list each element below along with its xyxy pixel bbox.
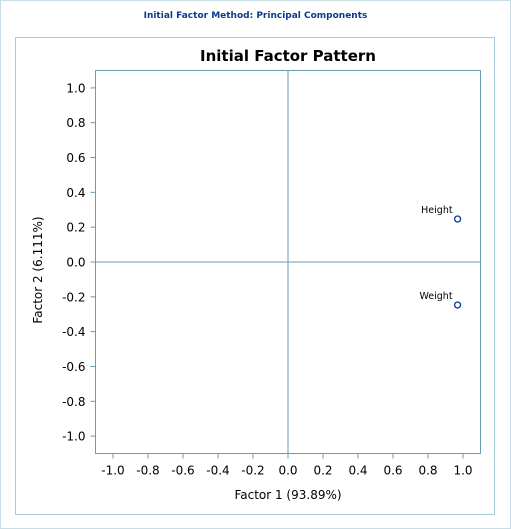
procedure-title: Initial Factor Method: Principal Compone… [143, 11, 368, 21]
y-axis-label: Factor 2 (6.111%) [31, 216, 45, 323]
data-point-label: Weight [419, 291, 452, 302]
y-tick-label: -0.4 [62, 325, 85, 339]
x-axis-label: Factor 1 (93.89%) [234, 488, 341, 502]
x-tick-label: 0.6 [383, 464, 402, 478]
x-tick-label: 0.8 [418, 464, 437, 478]
y-tick-label: 0.4 [66, 186, 85, 200]
y-tick-label: 0.0 [66, 256, 85, 270]
y-tick-label: -0.6 [62, 360, 85, 374]
x-tick-label: 0.2 [313, 464, 332, 478]
data-point-marker [453, 215, 462, 223]
x-tick-label: -0.6 [171, 464, 194, 478]
x-tick-label: -0.2 [241, 464, 264, 478]
x-tick-label: -0.4 [206, 464, 229, 478]
y-tick-label: -1.0 [62, 430, 85, 444]
data-point-label: Height [421, 205, 453, 216]
y-tick-label: 0.2 [66, 221, 85, 235]
y-tick-label: -0.8 [62, 395, 85, 409]
x-tick-label: 0.4 [348, 464, 367, 478]
chart-title: Initial Factor Pattern [200, 47, 376, 65]
y-tick-label: 1.0 [66, 81, 85, 95]
x-tick-label: 1.0 [453, 464, 472, 478]
y-tick-label: 0.6 [66, 151, 85, 165]
x-tick-label: -0.8 [136, 464, 159, 478]
y-tick-label: 0.8 [66, 116, 85, 130]
data-point-marker [453, 301, 462, 309]
data-points: Height Weight [419, 205, 462, 309]
y-tick-label: -0.2 [62, 290, 85, 304]
x-axis: -1.0 -0.8 -0.6 -0.4 -0.2 0.0 0.2 0.4 0.6 0.8 1.0 [101, 453, 473, 478]
reference-lines [95, 70, 481, 454]
y-axis: -1.0 -0.8 -0.6 -0.4 -0.2 0.0 0.2 0.4 0.6 0.8 1.0 [62, 81, 96, 444]
x-tick-label: 0.0 [278, 464, 297, 478]
x-tick-label: -1.0 [101, 464, 124, 478]
